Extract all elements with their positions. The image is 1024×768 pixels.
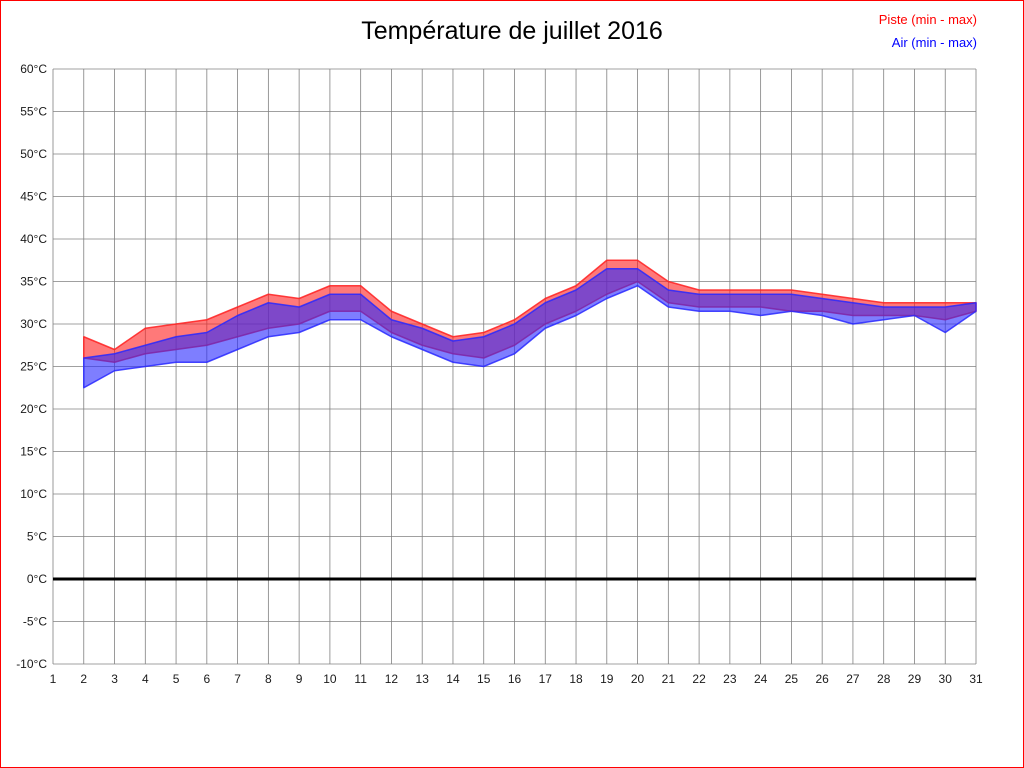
- y-tick-label: 5°C: [27, 530, 47, 544]
- x-tick-label: 31: [969, 672, 983, 686]
- legend-piste-label: Piste (min - max): [878, 12, 977, 27]
- band-air: [83, 268, 977, 389]
- x-tick-label: 21: [662, 672, 676, 686]
- x-tick-label: 22: [692, 672, 706, 686]
- x-tick-label: 24: [754, 672, 768, 686]
- x-tick-label: 16: [508, 672, 522, 686]
- chart-title: Température de juillet 2016: [361, 17, 663, 45]
- x-tick-label: 12: [385, 672, 399, 686]
- y-tick-label: 10°C: [20, 487, 47, 501]
- x-tick-label: 4: [142, 672, 149, 686]
- x-tick-label: 29: [908, 672, 922, 686]
- y-tick-label: -5°C: [23, 615, 47, 629]
- x-tick-label: 10: [323, 672, 337, 686]
- x-tick-label: 11: [354, 672, 367, 686]
- x-tick-label: 3: [111, 672, 118, 686]
- y-tick-label: 15°C: [20, 445, 47, 459]
- x-tick-label: 25: [785, 672, 799, 686]
- x-tick-label: 17: [539, 672, 553, 686]
- y-tick-label: 0°C: [27, 572, 47, 586]
- x-tick-label: 20: [631, 672, 645, 686]
- x-tick-label: 9: [296, 672, 303, 686]
- x-tick-label: 8: [265, 672, 272, 686]
- x-tick-label: 27: [846, 672, 860, 686]
- x-tick-label: 19: [600, 672, 614, 686]
- chart-legend: Piste (min - max) Air (min - max): [879, 9, 977, 55]
- x-tick-label: 13: [416, 672, 430, 686]
- x-tick-label: 5: [173, 672, 180, 686]
- x-tick-label: 30: [939, 672, 953, 686]
- y-tick-label: 45°C: [20, 190, 47, 204]
- x-tick-label: 26: [815, 672, 829, 686]
- x-tick-label: 7: [234, 672, 241, 686]
- y-tick-label: 60°C: [20, 62, 47, 76]
- y-tick-label: 55°C: [20, 105, 47, 119]
- y-tick-label: 20°C: [20, 402, 47, 416]
- x-tick-label: 28: [877, 672, 891, 686]
- x-tick-label: 1: [50, 672, 57, 686]
- y-tick-label: -10°C: [16, 657, 47, 671]
- y-tick-label: 30°C: [20, 317, 47, 331]
- x-tick-label: 23: [723, 672, 737, 686]
- y-tick-label: 35°C: [20, 275, 47, 289]
- x-tick-label: 15: [477, 672, 491, 686]
- x-tick-label: 18: [569, 672, 583, 686]
- y-tick-label: 50°C: [20, 147, 47, 161]
- y-tick-label: 40°C: [20, 232, 47, 246]
- x-tick-label: 6: [203, 672, 210, 686]
- x-tick-label: 2: [80, 672, 87, 686]
- legend-air-label: Air (min - max): [891, 34, 977, 50]
- x-tick-label: 14: [446, 672, 460, 686]
- y-tick-label: 25°C: [20, 360, 47, 374]
